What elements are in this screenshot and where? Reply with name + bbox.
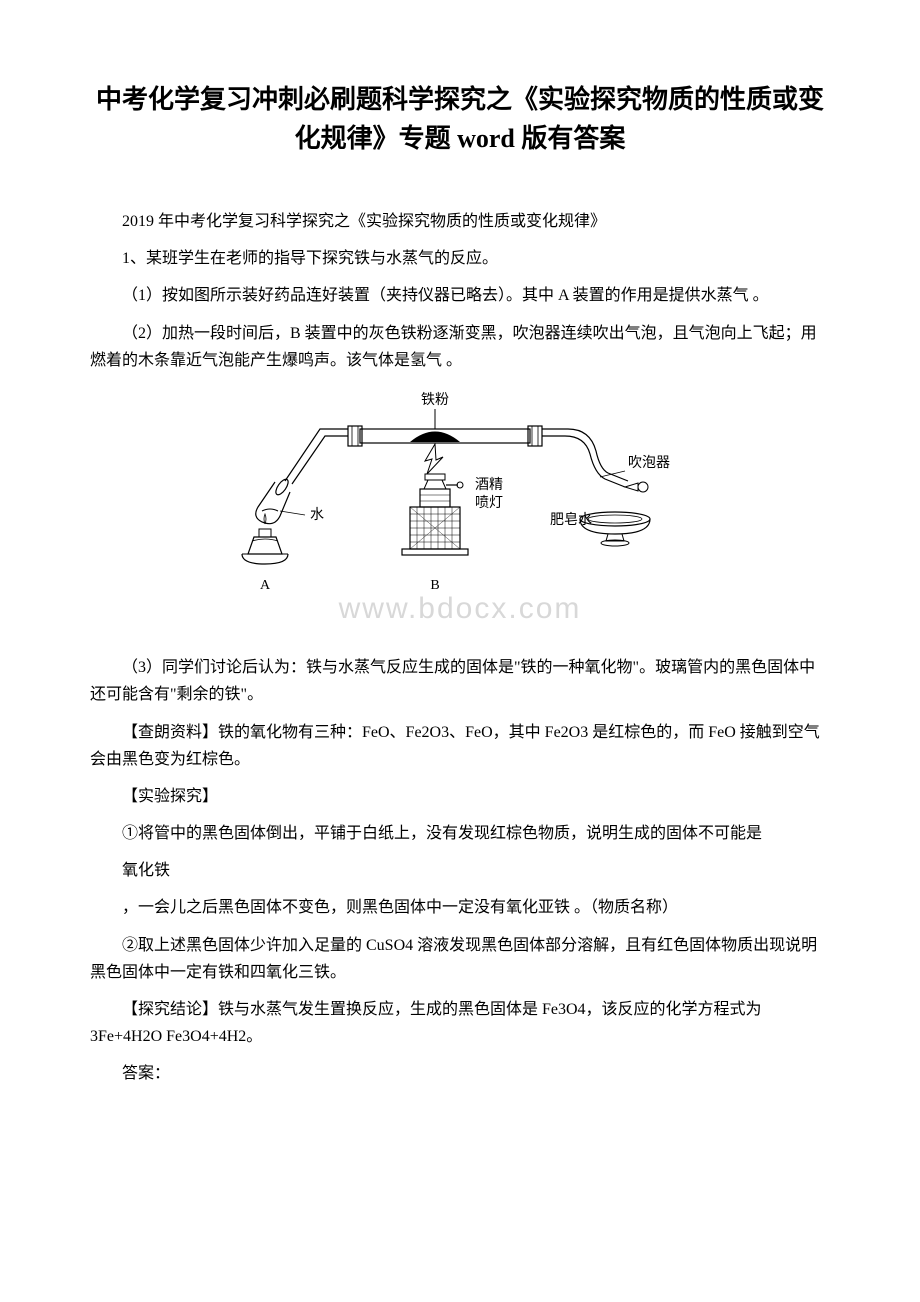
intro-paragraph: 2019 年中考化学复习科学探究之《实验探究物质的性质或变化规律》 bbox=[90, 208, 830, 235]
question-1-part-3: （3）同学们讨论后认为：铁与水蒸气反应生成的固体是"铁的一种氧化物"。玻璃管内的… bbox=[90, 654, 830, 708]
experiment-header: 【实验探究】 bbox=[90, 783, 830, 810]
experiment-1a: ①将管中的黑色固体倒出，平铺于白纸上，没有发现红棕色物质，说明生成的固体不可能是 bbox=[90, 820, 830, 847]
alcohol-label: 酒精 bbox=[475, 477, 503, 493]
experiment-diagram: 铁粉 水 bbox=[90, 389, 830, 634]
conclusion: 【探究结论】铁与水蒸气发生置换反应，生成的黑色固体是 Fe3O4，该反应的化学方… bbox=[90, 996, 830, 1050]
document-title: 中考化学复习冲刺必刷题科学探究之《实验探究物质的性质或变化规律》专题 word … bbox=[90, 80, 830, 158]
label-a: A bbox=[260, 578, 271, 593]
apparatus-svg: 铁粉 水 bbox=[230, 389, 690, 609]
experiment-1b: 氧化铁 bbox=[90, 857, 830, 884]
question-1-part-2: （2）加热一段时间后，B 装置中的灰色铁粉逐渐变黑，吹泡器连续吹出气泡，且气泡向… bbox=[90, 320, 830, 374]
question-1-header: 1、某班学生在老师的指导下探究铁与水蒸气的反应。 bbox=[90, 245, 830, 272]
water-label: 水 bbox=[310, 507, 324, 523]
blower-label: 吹泡器 bbox=[628, 455, 670, 471]
experiment-2: ②取上述黑色固体少许加入足量的 CuSO4 溶液发现黑色固体部分溶解，且有红色固… bbox=[90, 932, 830, 986]
experiment-1c: ，一会儿之后黑色固体不变色，则黑色固体中一定没有氧化亚铁 。（物质名称） bbox=[90, 894, 830, 921]
lookup-info: 【查朗资料】铁的氧化物有三种：FeO、Fe2O3、FeO，其中 Fe2O3 是红… bbox=[90, 719, 830, 773]
label-b: B bbox=[430, 578, 439, 593]
answer-label: 答案： bbox=[90, 1060, 830, 1087]
soap-water-label: 肥皂水 bbox=[550, 512, 592, 528]
iron-powder-label: 铁粉 bbox=[421, 392, 449, 408]
question-1-part-1: （1）按如图所示装好药品连好装置（夹持仪器已略去）。其中 A 装置的作用是提供水… bbox=[90, 282, 830, 309]
burner-label: 喷灯 bbox=[475, 495, 503, 511]
